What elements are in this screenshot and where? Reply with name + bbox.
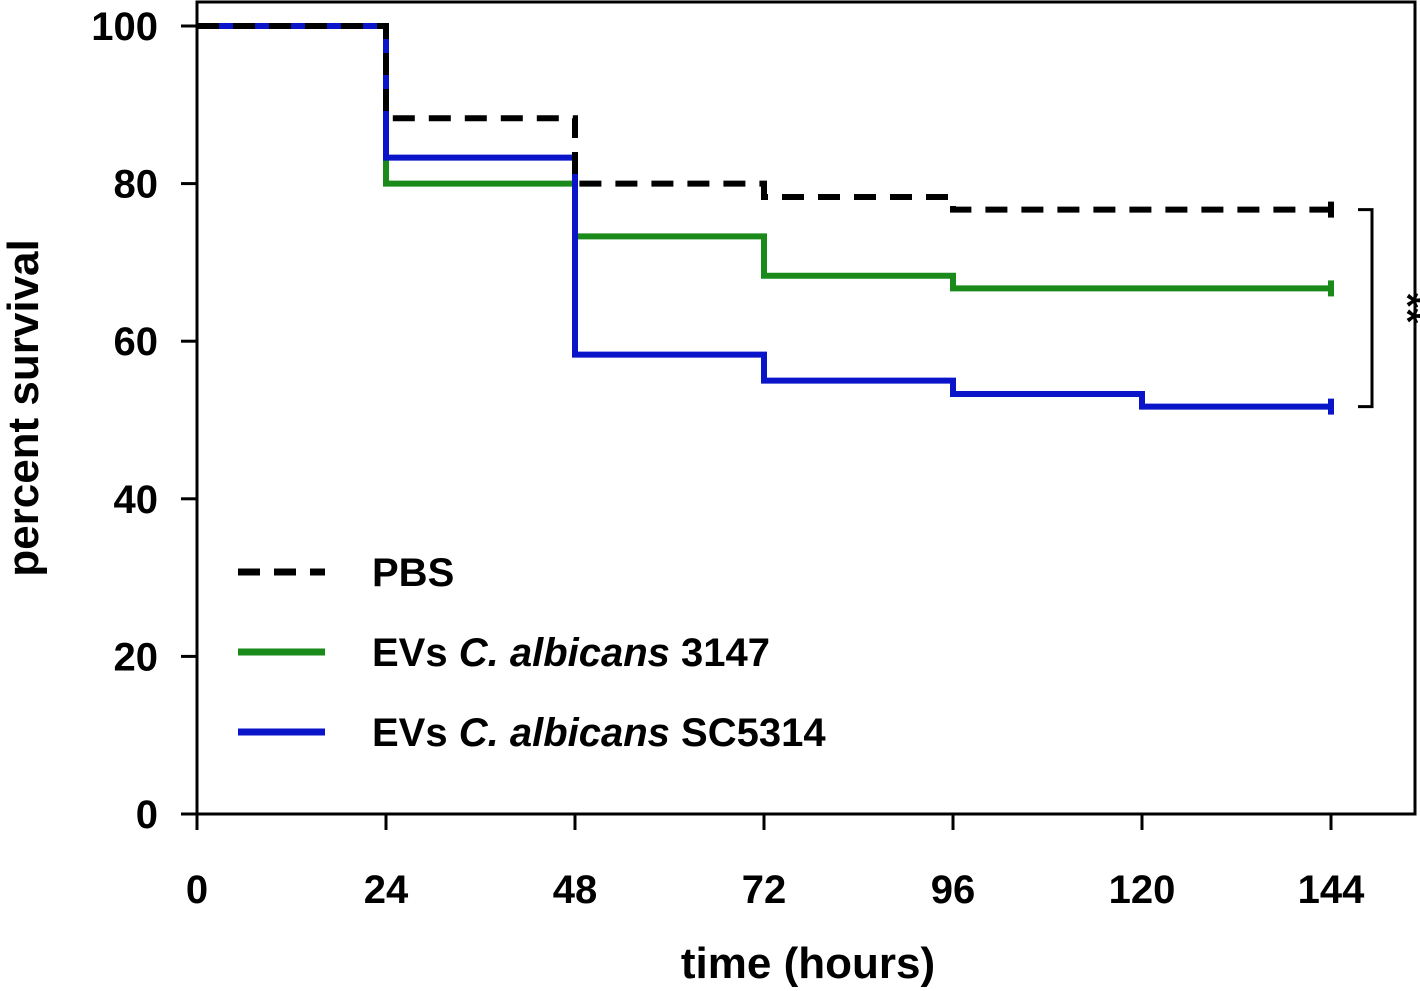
legend-label-1: EVs C. albicans 3147	[372, 631, 770, 675]
x-axis-ticks: 0 24 48 72 96 120 144	[186, 814, 1365, 912]
legend-text-part: EVs	[372, 711, 459, 755]
series-layer	[197, 23, 1334, 415]
significance-bracket: **	[1358, 208, 1420, 409]
legend-label-0: PBS	[372, 551, 454, 595]
y-tick-label: 0	[136, 793, 158, 837]
x-tick-label: 96	[931, 868, 976, 912]
x-tick-label: 144	[1298, 868, 1365, 912]
legend-text-part: SC5314	[670, 711, 826, 755]
series-line-1	[197, 23, 1331, 292]
x-tick-label: 0	[186, 868, 208, 912]
plot-frame	[195, 0, 1417, 816]
legend-species-name: C. albicans	[459, 631, 670, 675]
y-tick-label: 100	[91, 5, 158, 49]
series-line-0	[197, 23, 1331, 213]
x-tick-label: 72	[742, 868, 787, 912]
x-tick-label: 120	[1109, 868, 1176, 912]
x-tick-label: 48	[553, 868, 598, 912]
legend-text-part: EVs	[372, 631, 459, 675]
significance-label: **	[1385, 293, 1420, 325]
y-tick-label: 20	[114, 635, 159, 679]
x-tick-label: 24	[364, 868, 409, 912]
y-axis-ticks: 0 20 40 60 80 100	[91, 5, 197, 837]
x-axis-title: time (hours)	[681, 939, 935, 988]
legend-label-2: EVs C. albicans SC5314	[372, 711, 826, 755]
legend-species-name: C. albicans	[459, 711, 670, 755]
series-line-2	[197, 23, 1331, 410]
legend-text-part: 3147	[670, 631, 770, 675]
bracket-line	[1358, 208, 1374, 409]
legend-text-part: PBS	[372, 551, 454, 595]
y-tick-label: 60	[114, 320, 159, 364]
y-tick-label: 40	[114, 478, 159, 522]
y-axis-title: percent survival	[0, 239, 48, 577]
y-tick-label: 80	[114, 163, 159, 207]
